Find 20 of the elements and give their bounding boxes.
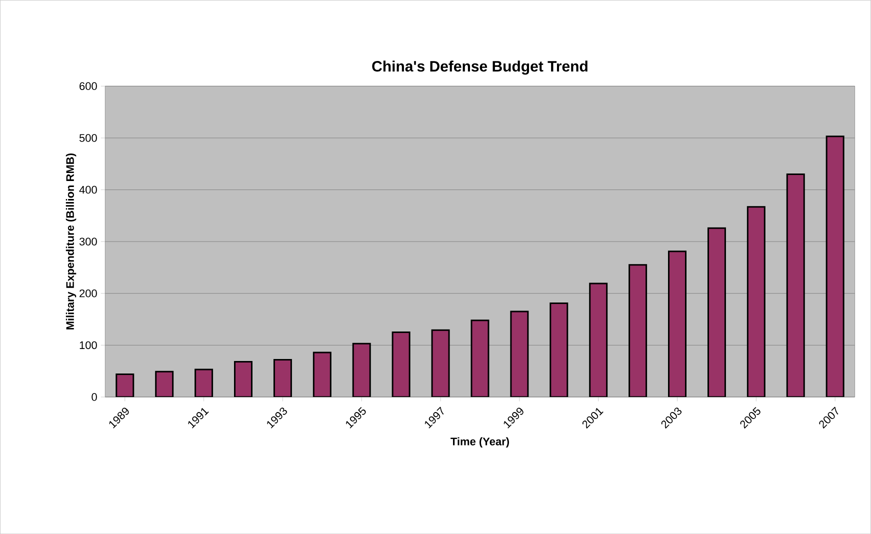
y-axis-title: Military Expenditure (Billion RMB) xyxy=(66,153,76,330)
bar xyxy=(470,320,490,397)
y-tick-label: 100 xyxy=(80,341,97,350)
bar xyxy=(550,302,568,397)
bar xyxy=(628,264,648,397)
y-tick-label: 0 xyxy=(92,393,97,401)
bar xyxy=(746,206,766,397)
x-axis-title: Time (Year) xyxy=(450,437,509,448)
bar xyxy=(786,173,805,397)
chart-title: China's Defense Budget Trend xyxy=(372,60,588,75)
y-tick-label: 400 xyxy=(79,186,97,194)
bar xyxy=(589,282,608,397)
y-tick-label: 300 xyxy=(79,238,97,246)
bar xyxy=(668,250,687,397)
y-tick-label: 200 xyxy=(80,289,97,298)
bar xyxy=(826,136,844,397)
y-tick-label: 600 xyxy=(80,82,97,90)
bar xyxy=(707,227,726,397)
y-tick-label: 500 xyxy=(79,134,97,142)
bar xyxy=(510,310,529,397)
